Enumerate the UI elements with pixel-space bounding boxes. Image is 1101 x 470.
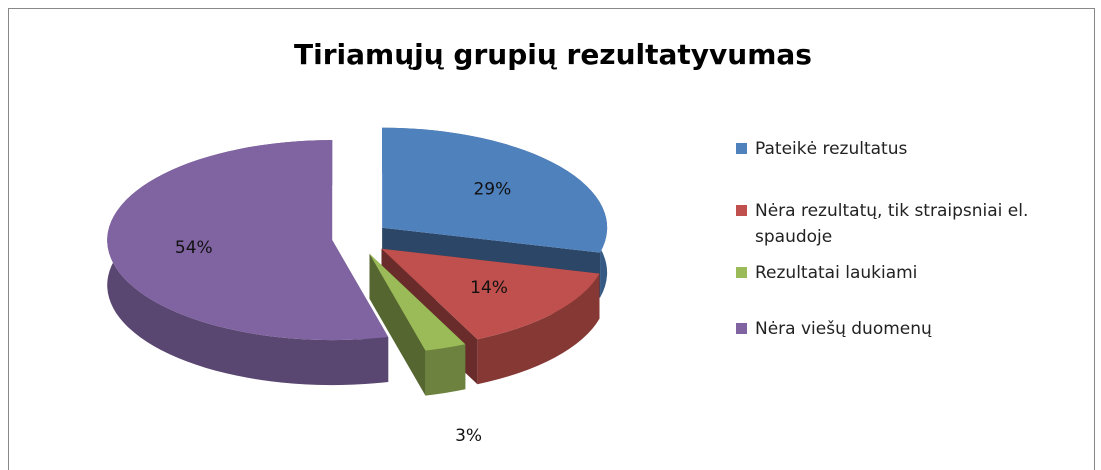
- legend-item: Nėra viešų duomenų: [736, 316, 1037, 342]
- legend-item: Rezultatai laukiami: [736, 260, 1037, 286]
- legend: Pateikė rezultatus Nėra rezultatų, tik st…: [736, 136, 1046, 342]
- legend-label: Pateikė rezultatus: [755, 139, 908, 159]
- slice-side: [477, 273, 600, 385]
- data-label: 29%: [473, 180, 511, 200]
- pie-slice: [107, 140, 389, 341]
- legend-item: Pateikė rezultatus: [736, 136, 1037, 162]
- legend-label: Nėra rezultatų, tik straipsniai el. spau…: [755, 201, 1029, 247]
- chart-title: Tiriamųjų grupių rezultatyvumas: [294, 38, 812, 71]
- legend-item: Nėra rezultatų, tik straipsniai el. spau…: [736, 198, 1037, 250]
- data-label: 54%: [175, 238, 213, 258]
- legend-swatch: [736, 205, 747, 216]
- slice-side: [369, 253, 426, 396]
- legend-label: Nėra viešų duomenų: [755, 319, 932, 339]
- legend-label: Rezultatai laukiami: [755, 263, 918, 283]
- pie-slice: [369, 253, 466, 351]
- data-label: 14%: [470, 278, 508, 298]
- legend-swatch: [736, 323, 747, 334]
- pie-slice: [381, 248, 600, 340]
- legend-swatch: [736, 143, 747, 154]
- data-label: 3%: [455, 426, 482, 446]
- pie-slice: [382, 127, 608, 253]
- legend-swatch: [736, 267, 747, 278]
- slice-side: [425, 344, 466, 396]
